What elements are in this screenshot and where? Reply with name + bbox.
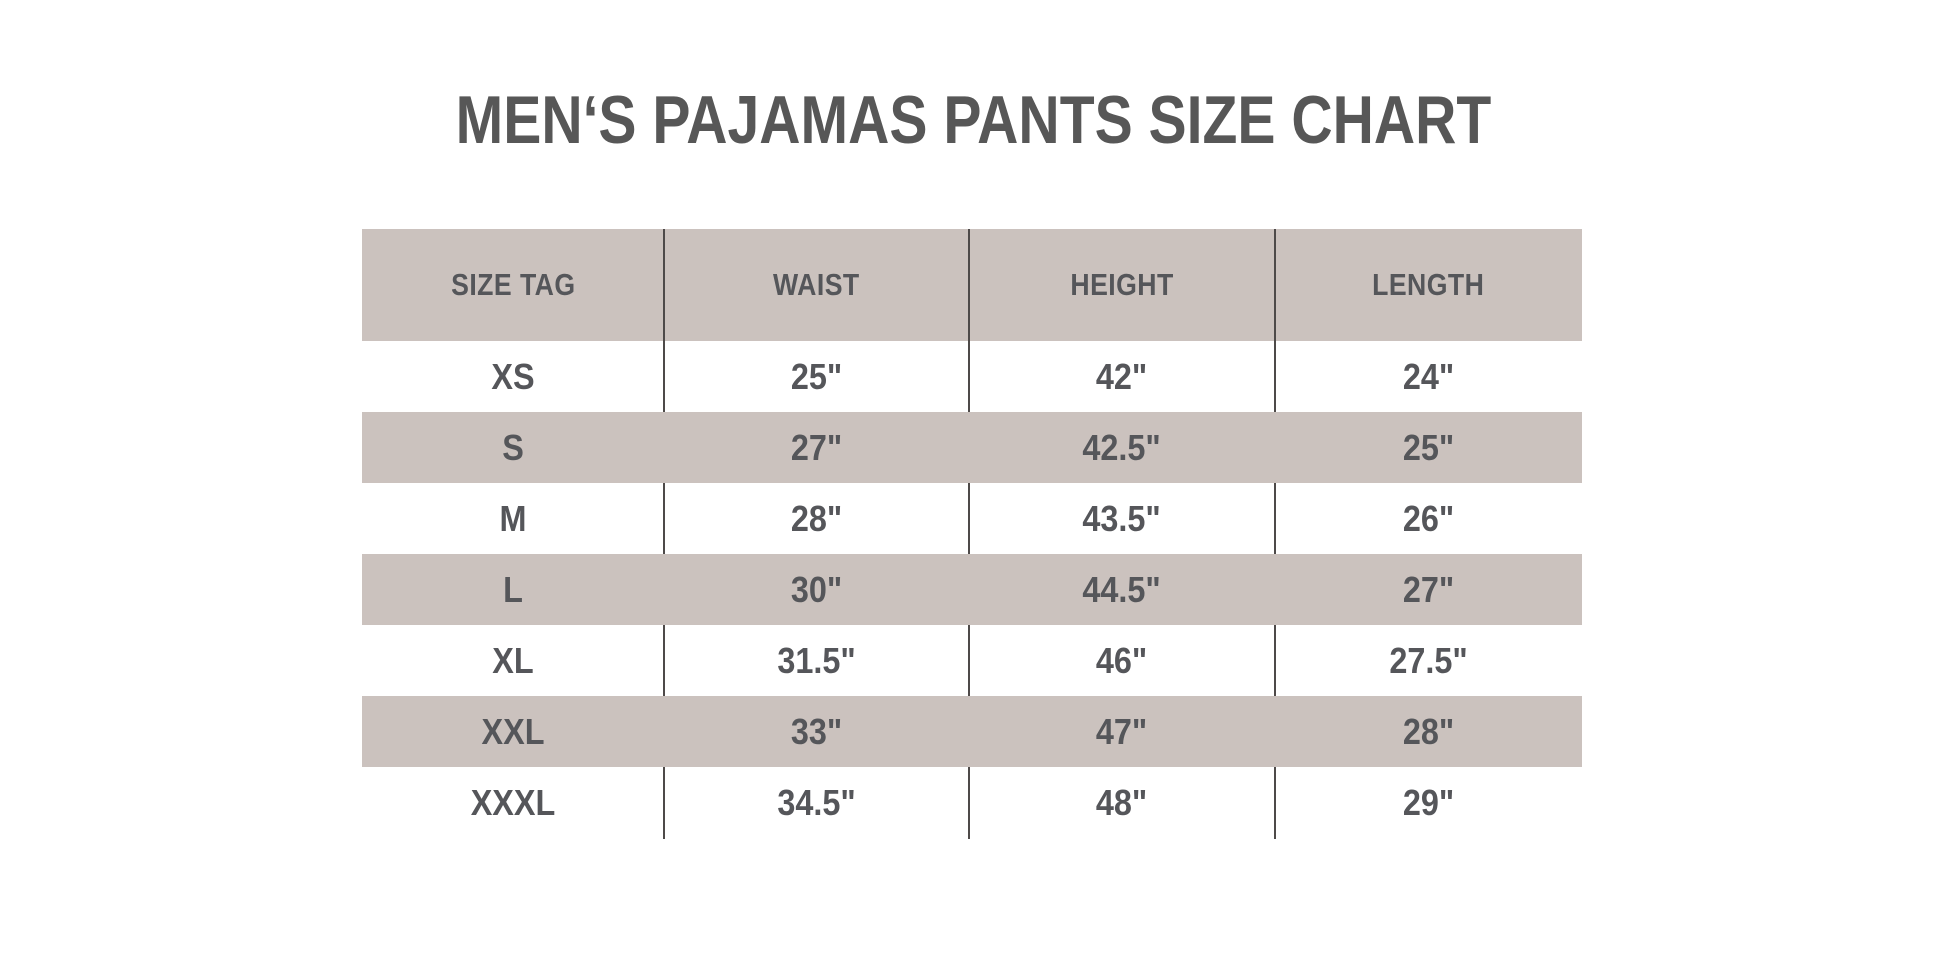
cell-waist: 33" bbox=[664, 696, 969, 767]
cell-size-tag: XS bbox=[362, 341, 664, 412]
cell-length: 26" bbox=[1275, 483, 1582, 554]
cell-length: 27.5" bbox=[1275, 625, 1582, 696]
cell-size-tag: XL bbox=[362, 625, 664, 696]
cell-size-tag: S bbox=[362, 412, 664, 483]
cell-value: XL bbox=[492, 639, 534, 681]
cell-height: 42" bbox=[969, 341, 1275, 412]
cell-length: 29" bbox=[1275, 767, 1582, 838]
column-divider-3 bbox=[1274, 229, 1276, 839]
cell-value: 47" bbox=[1096, 710, 1148, 752]
table-header-row: SIZE TAG WAIST HEIGHT LENGTH bbox=[362, 229, 1582, 341]
column-header-label: LENGTH bbox=[1372, 267, 1485, 302]
column-header-height: HEIGHT bbox=[969, 229, 1275, 341]
cell-size-tag: L bbox=[362, 554, 664, 625]
cell-length: 28" bbox=[1275, 696, 1582, 767]
column-divider-2 bbox=[968, 229, 970, 839]
cell-height: 46" bbox=[969, 625, 1275, 696]
cell-height: 44.5" bbox=[969, 554, 1275, 625]
cell-value: 42" bbox=[1096, 355, 1148, 397]
table-row-xs: XS 25" 42" 24" bbox=[362, 341, 1582, 412]
cell-waist: 31.5" bbox=[664, 625, 969, 696]
column-header-waist: WAIST bbox=[664, 229, 969, 341]
cell-value: 25" bbox=[790, 355, 843, 397]
cell-value: 26" bbox=[1402, 497, 1455, 539]
table-row-xl: XL 31.5" 46" 27.5" bbox=[362, 625, 1582, 696]
cell-length: 25" bbox=[1275, 412, 1582, 483]
cell-value: XS bbox=[491, 355, 535, 397]
table-row-xxxl: XXXL 34.5" 48" 29" bbox=[362, 767, 1582, 838]
cell-size-tag: XXL bbox=[362, 696, 664, 767]
cell-value: 29" bbox=[1402, 781, 1455, 823]
cell-value: 34.5" bbox=[777, 781, 856, 823]
cell-size-tag: M bbox=[362, 483, 664, 554]
cell-value: 27" bbox=[790, 426, 843, 468]
cell-waist: 34.5" bbox=[664, 767, 969, 838]
cell-value: 24" bbox=[1402, 355, 1455, 397]
cell-waist: 25" bbox=[664, 341, 969, 412]
cell-value: 48" bbox=[1096, 781, 1148, 823]
cell-height: 47" bbox=[969, 696, 1275, 767]
cell-height: 43.5" bbox=[969, 483, 1275, 554]
cell-value: 27" bbox=[1402, 568, 1455, 610]
cell-value: 31.5" bbox=[777, 639, 856, 681]
size-table: SIZE TAG WAIST HEIGHT LENGTH XS 25" 42" … bbox=[362, 229, 1582, 839]
cell-value: S bbox=[502, 426, 524, 468]
cell-value: 33" bbox=[790, 710, 843, 752]
cell-value: 43.5" bbox=[1082, 497, 1162, 539]
cell-waist: 27" bbox=[664, 412, 969, 483]
table-row-m: M 28" 43.5" 26" bbox=[362, 483, 1582, 554]
cell-value: M bbox=[499, 497, 527, 539]
cell-value: XXL bbox=[481, 710, 545, 752]
cell-value: 44.5" bbox=[1082, 568, 1162, 610]
table-row-xxl: XXL 33" 47" 28" bbox=[362, 696, 1582, 767]
cell-value: XXXL bbox=[470, 781, 556, 823]
cell-value: 42.5" bbox=[1082, 426, 1162, 468]
page-title-text: MEN‘S PAJAMAS PANTS SIZE CHART bbox=[455, 82, 1491, 158]
cell-value: 46" bbox=[1096, 639, 1148, 681]
cell-length: 27" bbox=[1275, 554, 1582, 625]
column-header-label: WAIST bbox=[773, 267, 860, 302]
cell-value: 30" bbox=[790, 568, 843, 610]
column-header-length: LENGTH bbox=[1275, 229, 1582, 341]
cell-length: 24" bbox=[1275, 341, 1582, 412]
cell-size-tag: XXXL bbox=[362, 767, 664, 838]
page-title: MEN‘S PAJAMAS PANTS SIZE CHART bbox=[0, 78, 1946, 162]
column-header-label: SIZE TAG bbox=[450, 267, 576, 302]
cell-value: L bbox=[503, 568, 523, 610]
column-header-size-tag: SIZE TAG bbox=[362, 229, 664, 341]
cell-value: 25" bbox=[1402, 426, 1455, 468]
table-row-l: L 30" 44.5" 27" bbox=[362, 554, 1582, 625]
table-row-s: S 27" 42.5" 25" bbox=[362, 412, 1582, 483]
cell-value: 27.5" bbox=[1389, 639, 1468, 681]
column-divider-1 bbox=[663, 229, 665, 839]
cell-height: 42.5" bbox=[969, 412, 1275, 483]
cell-value: 28" bbox=[1402, 710, 1455, 752]
cell-waist: 28" bbox=[664, 483, 969, 554]
cell-value: 28" bbox=[790, 497, 843, 539]
cell-waist: 30" bbox=[664, 554, 969, 625]
cell-height: 48" bbox=[969, 767, 1275, 838]
column-header-label: HEIGHT bbox=[1070, 267, 1174, 302]
